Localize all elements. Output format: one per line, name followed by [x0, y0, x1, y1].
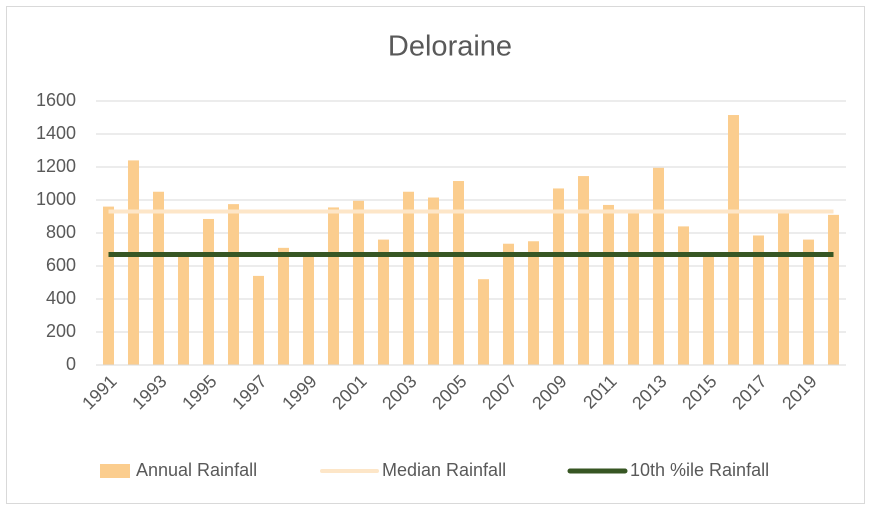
- legend-label: Median Rainfall: [382, 460, 506, 480]
- bar: [278, 247, 289, 365]
- bar: [528, 241, 539, 365]
- y-tick-label: 1400: [36, 123, 76, 143]
- y-tick-label: 800: [46, 222, 76, 242]
- chart-title: Deloraine: [388, 31, 512, 63]
- bar: [153, 191, 164, 365]
- bar: [378, 239, 389, 365]
- bar: [328, 207, 339, 365]
- y-tick-label: 1600: [36, 90, 76, 110]
- bar: [303, 256, 314, 365]
- y-tick-label: 0: [66, 354, 76, 374]
- bar: [103, 206, 114, 365]
- bar: [403, 191, 414, 365]
- y-tick-label: 400: [46, 288, 76, 308]
- y-tick-label: 200: [46, 321, 76, 341]
- bar: [253, 275, 264, 365]
- bar: [453, 181, 464, 365]
- bar: [728, 115, 739, 366]
- bar: [803, 239, 814, 365]
- bar: [828, 214, 839, 365]
- bar: [628, 213, 639, 365]
- bar: [778, 213, 789, 365]
- bar: [753, 235, 764, 365]
- bar: [203, 218, 214, 365]
- bar: [478, 279, 489, 365]
- bar: [428, 197, 439, 365]
- bar: [603, 204, 614, 365]
- y-tick-label: 1000: [36, 189, 76, 209]
- legend-label: 10th %ile Rainfall: [630, 460, 769, 480]
- y-tick-label: 600: [46, 255, 76, 275]
- y-tick-label: 1200: [36, 156, 76, 176]
- bar: [553, 188, 564, 365]
- bar: [678, 226, 689, 365]
- bar: [178, 256, 189, 365]
- bar: [503, 243, 514, 365]
- bar: [703, 255, 714, 365]
- bar: [578, 176, 589, 365]
- bar: [653, 167, 664, 365]
- legend-label: Annual Rainfall: [136, 460, 257, 480]
- bar: [228, 204, 239, 365]
- legend-swatch: [100, 464, 130, 478]
- bar: [353, 200, 364, 365]
- bar: [128, 160, 139, 365]
